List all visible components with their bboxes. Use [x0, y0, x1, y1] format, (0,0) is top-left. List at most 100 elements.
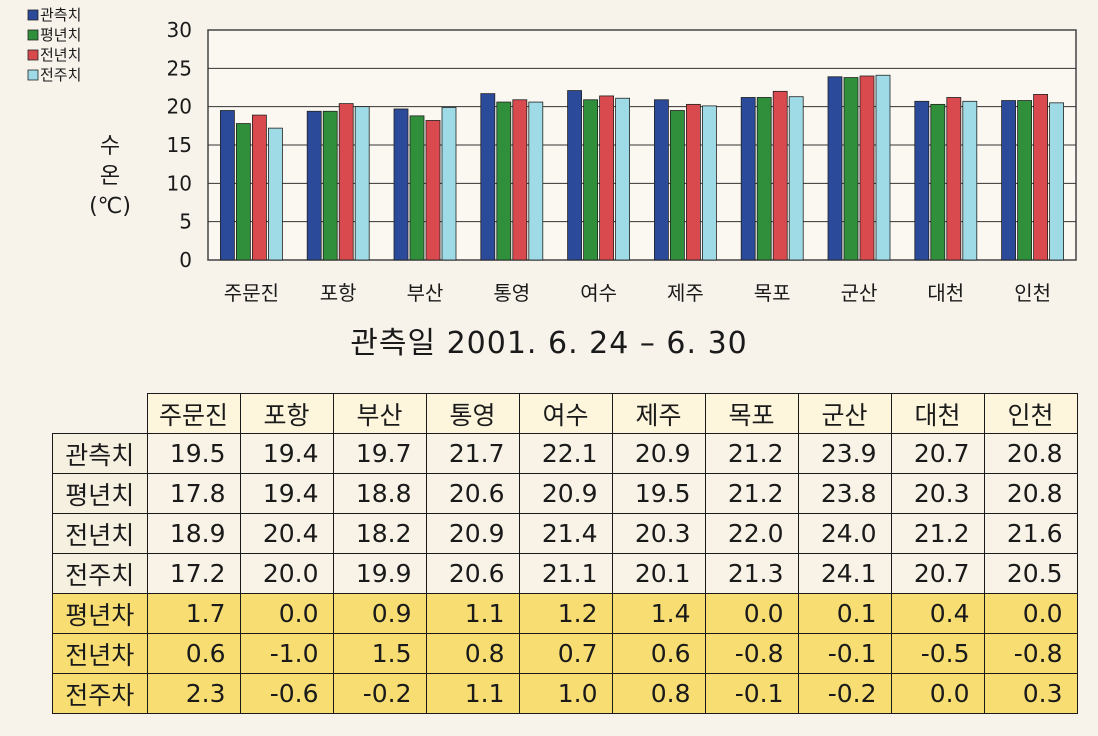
data-table: 주문진 포항 부산 통영 여수 제주 목포 군산 대천 인천 관측치 19.5 19… [52, 393, 1078, 714]
table-header-row: 주문진 포항 부산 통영 여수 제주 목포 군산 대천 인천 [52, 393, 1078, 434]
table-cell: 0.4 [890, 593, 985, 634]
y-tick-label: 20 [167, 95, 192, 119]
table-cell: 21.7 [425, 433, 520, 474]
bar [756, 97, 772, 261]
bar [827, 76, 843, 261]
table-cell: 21.6 [983, 513, 1078, 554]
table-row: 평년치 17.8 19.4 18.8 20.6 20.9 19.5 21.2 23.8 20.3 2… [52, 473, 1078, 514]
bar [496, 101, 512, 261]
row-header: 평년치 [52, 473, 148, 514]
bar [306, 110, 322, 261]
bar [267, 127, 283, 261]
bar [772, 90, 788, 261]
table-row: 전년치 18.9 20.4 18.2 20.9 21.4 20.3 22.0 24.0 21.2 2… [52, 513, 1078, 554]
table-cell: 2.3 [146, 673, 241, 714]
table-cell: -0.5 [890, 633, 985, 674]
table-cell: 18.2 [332, 513, 427, 554]
table-cell: 22.0 [704, 513, 799, 554]
table-cell: -0.2 [332, 673, 427, 714]
col-header: 통영 [425, 393, 520, 434]
bar [686, 103, 701, 261]
x-tick-label: 통영 [493, 281, 530, 305]
table-cell: 1.1 [425, 673, 520, 714]
table-cell: 21.2 [704, 473, 799, 514]
table-cell: 20.0 [239, 553, 334, 594]
bar [409, 115, 425, 261]
table-cell: 20.9 [425, 513, 520, 554]
bar [654, 99, 669, 261]
table-cell: 20.8 [983, 433, 1078, 474]
table-cell: 0.8 [611, 673, 706, 714]
row-header: 전년차 [52, 633, 148, 674]
y-tick-label: 15 [167, 133, 192, 157]
bar [322, 110, 338, 261]
y-tick-label: 5 [179, 210, 192, 234]
table-cell: 20.8 [983, 473, 1078, 514]
bar [354, 106, 370, 261]
bar [1017, 100, 1032, 261]
bar [962, 100, 978, 261]
legend-swatch [27, 69, 39, 81]
table-row: 전주차 2.3 -0.6 -0.2 1.1 1.0 0.8 -0.1 -0.2 0.0 0.3 [52, 673, 1078, 714]
table-cell: 21.3 [704, 553, 799, 594]
col-header: 군산 [797, 393, 892, 434]
table-cell: 20.6 [425, 553, 520, 594]
col-header: 제주 [611, 393, 706, 434]
table-cell: 0.0 [239, 593, 334, 634]
bar [914, 100, 930, 261]
table-cell: 0.7 [518, 633, 613, 674]
chart-subtitle: 관측일 2001. 6. 24 – 6. 30 [350, 326, 748, 361]
table-corner [52, 393, 148, 434]
row-header: 전주치 [52, 553, 148, 594]
legend-label: 전주치 [40, 66, 81, 84]
bar [1049, 102, 1064, 261]
table-cell: 20.3 [890, 473, 985, 514]
table-cell: 20.3 [611, 513, 706, 554]
table-cell: 19.5 [611, 473, 706, 514]
table-cell: -0.2 [797, 673, 892, 714]
x-tick-label: 여수 [580, 281, 617, 305]
table-cell: -0.8 [704, 633, 799, 674]
table-cell: 0.0 [983, 593, 1078, 634]
bar [219, 110, 235, 261]
bar [512, 99, 528, 261]
bar [599, 95, 614, 261]
y-tick-label: 25 [167, 56, 192, 80]
bar [235, 123, 251, 261]
col-header: 포항 [239, 393, 334, 434]
col-header: 인천 [983, 393, 1078, 434]
legend-swatch [27, 29, 39, 41]
bar [946, 97, 962, 261]
bar [1001, 100, 1016, 261]
col-header: 여수 [518, 393, 613, 434]
table-cell: -0.6 [239, 673, 334, 714]
table-cell: 0.6 [146, 633, 241, 674]
table-cell: 23.8 [797, 473, 892, 514]
bar [788, 96, 804, 261]
col-header: 목포 [704, 393, 799, 434]
table-cell: 19.9 [332, 553, 427, 594]
x-tick-label: 목포 [754, 281, 791, 305]
col-header: 대천 [890, 393, 985, 434]
table-cell: 21.4 [518, 513, 613, 554]
bar [528, 101, 544, 261]
bar [393, 108, 409, 261]
table-cell: 20.7 [890, 553, 985, 594]
table-cell: 17.2 [146, 553, 241, 594]
table-cell: 19.4 [239, 473, 334, 514]
y-axis-label: 온 [100, 164, 120, 189]
bar [480, 93, 496, 261]
x-tick-label: 인천 [1014, 281, 1051, 305]
bar [615, 97, 630, 261]
table-cell: 24.0 [797, 513, 892, 554]
y-axis-label: 수 [100, 134, 120, 159]
table-cell: 19.4 [239, 433, 334, 474]
table-cell: 1.1 [425, 593, 520, 634]
bar [583, 99, 598, 261]
bar [702, 105, 717, 261]
table-row: 평년차 1.7 0.0 0.9 1.1 1.2 1.4 0.0 0.1 0.4 0.0 [52, 593, 1078, 634]
x-tick-label: 제주 [667, 281, 704, 305]
table-cell: 22.1 [518, 433, 613, 474]
legend-label: 전년치 [40, 46, 81, 64]
table-cell: -1.0 [239, 633, 334, 674]
